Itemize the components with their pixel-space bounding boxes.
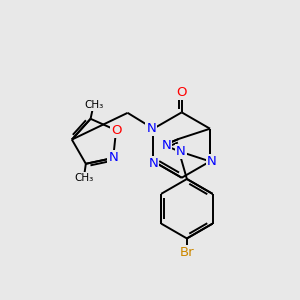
- Text: O: O: [111, 124, 122, 137]
- Text: O: O: [176, 86, 187, 99]
- Text: N: N: [161, 139, 171, 152]
- Text: CH₃: CH₃: [74, 173, 94, 183]
- Text: N: N: [108, 152, 118, 164]
- Text: N: N: [148, 157, 158, 170]
- Text: N: N: [207, 155, 217, 168]
- Text: N: N: [176, 145, 186, 158]
- Text: N: N: [146, 122, 156, 135]
- Text: Br: Br: [180, 246, 194, 259]
- Text: CH₃: CH₃: [84, 100, 103, 110]
